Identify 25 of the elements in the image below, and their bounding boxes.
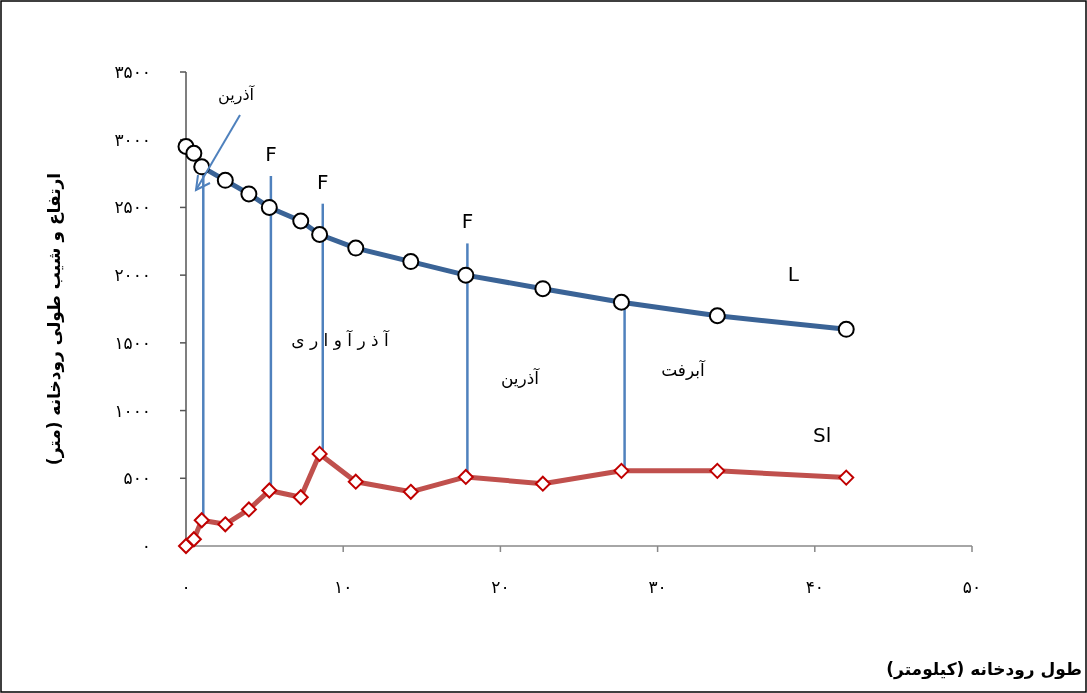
x-tick-label: ۲۰ [491, 577, 510, 597]
series-label: L [787, 262, 800, 287]
x-tick-label: ۰ [181, 577, 191, 597]
y-axis-title: ارتفاع و شیب طولی رودخانه (متر) [44, 172, 65, 466]
ref-line-label: F [317, 169, 329, 194]
x-tick-label: ۴۰ [805, 577, 824, 597]
y-tick-label: ۲۰۰۰ [114, 265, 151, 286]
y-tick-label: ۱۵۰۰ [114, 332, 151, 353]
y-tick-label: ۱۰۰۰ [114, 400, 151, 421]
y-tick-label: ۵۰۰ [123, 468, 151, 489]
ref-line-label: F [461, 209, 474, 234]
annotation: آذرین [218, 85, 256, 105]
x-tick-label: ۱۰ [334, 577, 353, 597]
y-tick-label: ۰ [141, 536, 151, 556]
y-tick-label: ۳۵۰۰ [114, 62, 151, 82]
annotation: آبرفت [661, 359, 707, 380]
series-label: Sl [813, 422, 832, 447]
x-tick-label: ۳۰ [648, 577, 667, 597]
x-tick-label: ۵۰ [962, 577, 982, 597]
annotation: آذرین [500, 367, 541, 388]
ref-line-label: F [265, 142, 277, 167]
x-axis-title: طول رودخانه (کیلومتر) [886, 659, 1082, 680]
y-tick-label: ۲۵۰۰ [114, 197, 151, 218]
y-tick-label: ۳۰۰۰ [114, 129, 151, 150]
annotation: آ ذ ر آ و ا ر ی [291, 329, 391, 350]
